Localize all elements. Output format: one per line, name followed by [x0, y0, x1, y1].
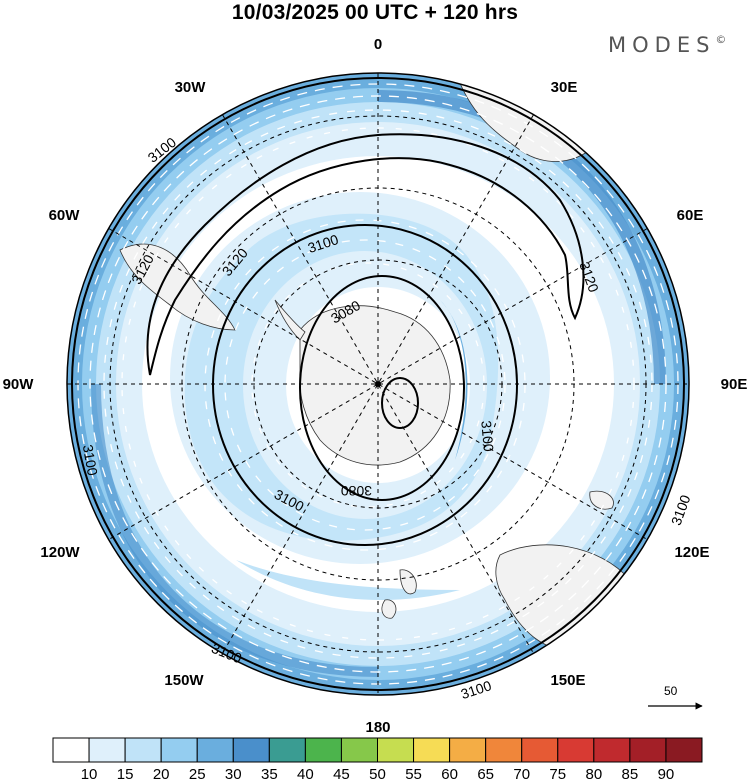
south-america [119, 243, 236, 331]
lon-label-90e: 90E [721, 376, 748, 393]
colorbar-label: 10 [81, 766, 98, 782]
colorbar-swatch [665, 737, 703, 763]
colorbar-label: 20 [153, 766, 170, 782]
colorbar-swatch [232, 737, 270, 763]
colorbar-label: 75 [549, 766, 566, 782]
new-zealand-south [381, 599, 397, 619]
colorbar-label: 80 [585, 766, 602, 782]
lon-label-90w: 90W [3, 376, 35, 393]
colorbar-label: 30 [225, 766, 242, 782]
lon-label-180: 180 [365, 719, 390, 736]
graticule [67, 73, 689, 695]
lon-label-0: 0 [374, 36, 382, 53]
lon-label-150w: 150W [164, 672, 204, 689]
contour-3080 [299, 275, 465, 501]
colorbar-label: 70 [513, 766, 530, 782]
colorbar-label: 65 [477, 766, 494, 782]
contour-3100-inner [212, 224, 518, 546]
colorbar-label: 40 [297, 766, 314, 782]
kerguelen [589, 490, 614, 510]
colorbar-swatch [52, 737, 90, 763]
brand-logo: MODES© [608, 33, 726, 57]
lon-label-30e: 30E [551, 79, 578, 96]
contour-3120 [146, 133, 585, 376]
colorbar-label: 45 [333, 766, 350, 782]
colorbar-swatch [160, 737, 198, 763]
lon-label-60e: 60E [677, 207, 704, 224]
colorbar-swatch [557, 737, 595, 763]
reference-vector-label: 50 [664, 684, 678, 698]
colorbar-label: 25 [189, 766, 206, 782]
colorbar-swatch [449, 737, 487, 763]
lon-label-30w: 30W [175, 79, 207, 96]
antarctic-peninsula [274, 299, 306, 341]
lon-label-150e: 150E [550, 672, 585, 689]
colorbar-label: 35 [261, 766, 278, 782]
brand-text: MODES [608, 33, 716, 57]
contour-label: 3080 [341, 483, 372, 499]
colorbar-swatch [413, 737, 451, 763]
colorbar-swatch [196, 737, 234, 763]
map-border [66, 72, 690, 696]
contour-3060 [381, 377, 419, 429]
longitude-labels: 0 30E 60E 90E 120E 150E 180 150W 120W 90… [3, 36, 748, 736]
height-contours [71, 77, 685, 691]
colorbar-swatch [521, 737, 559, 763]
colorbar-swatch [629, 737, 667, 763]
colorbar-label: 55 [405, 766, 422, 782]
colorbar-swatch [124, 737, 162, 763]
new-zealand-north [399, 569, 417, 595]
colorbar-swatch [88, 737, 126, 763]
contour-label: 3100 [668, 492, 694, 527]
pole-marker [375, 381, 381, 387]
map-title: 10/03/2025 00 UTC + 120 hrs [231, 1, 519, 24]
colorbar-label: 15 [117, 766, 134, 782]
colorbar-swatch [377, 737, 415, 763]
brand-mark: © [715, 33, 727, 46]
colorbar-swatch [268, 737, 306, 763]
colorbar: 10 15 20 25 30 35 40 45 50 55 60 65 70 75 80 85 90 [52, 737, 703, 782]
lon-label-60w: 60W [49, 207, 81, 224]
colorbar-label: 50 [369, 766, 386, 782]
colorbar-swatch [340, 737, 379, 763]
lon-label-120e: 120E [674, 544, 709, 561]
colorbar-swatch [485, 737, 523, 763]
colorbar-swatch [304, 737, 342, 763]
lon-label-120w: 120W [40, 544, 80, 561]
colorbar-swatch [593, 737, 631, 763]
contour-3100-outer [71, 77, 685, 691]
colorbar-label: 60 [441, 766, 458, 782]
contour-label: 3100 [80, 443, 101, 477]
colorbar-label: 85 [622, 766, 639, 782]
colorbar-label: 90 [658, 766, 675, 782]
contour-label: 3100 [478, 420, 497, 453]
